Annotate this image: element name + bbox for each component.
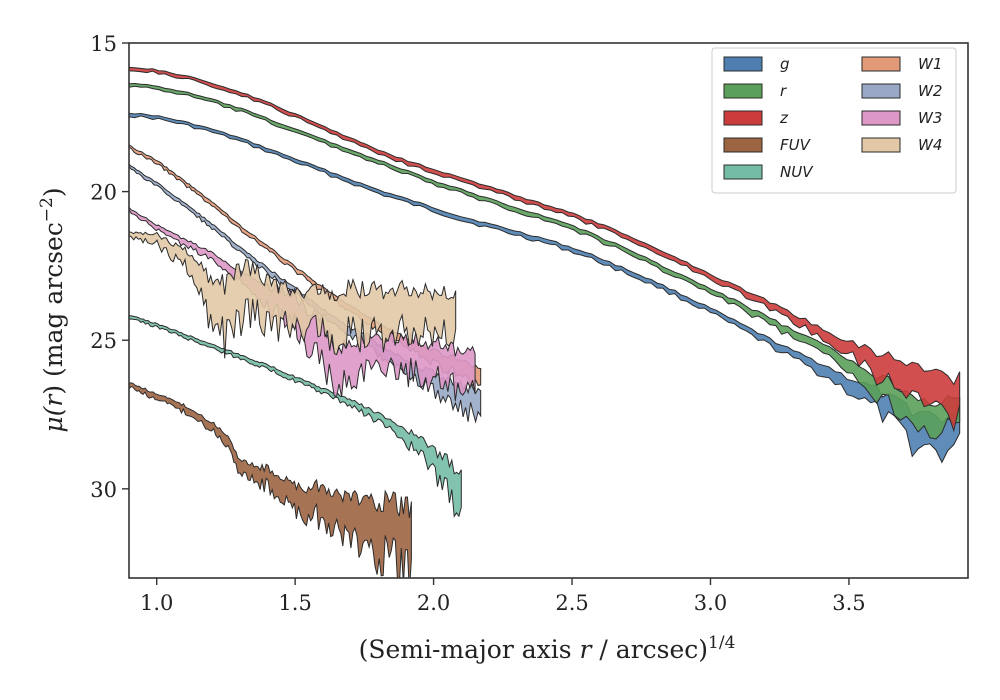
y-axis-label: μ(r) (mag arcsec−2) <box>37 187 68 432</box>
legend: grz FUV NUV W1 W2 W3 W4 <box>711 47 957 194</box>
legend-label-w2: W2 <box>918 82 942 100</box>
legend-label-w3: W3 <box>918 109 942 127</box>
y-tick-label: 30 <box>90 478 117 502</box>
x-tick-label: 2.5 <box>555 591 588 615</box>
x-tick-label: 2.0 <box>417 591 450 615</box>
legend-swatch-g <box>723 56 763 72</box>
y-tick-label: 25 <box>90 329 117 353</box>
axes: 1.0 1.5 2.0 2.5 3.0 3.5 15 20 25 30 <box>90 32 969 615</box>
profile-bands <box>129 66 961 578</box>
legend-label-w1: W1 <box>918 55 942 73</box>
legend-label-g: g <box>780 55 790 73</box>
legend-swatch-w3 <box>861 110 901 126</box>
legend-label-w4: W4 <box>918 136 942 154</box>
band-g <box>129 112 961 464</box>
band-z <box>129 66 961 433</box>
legend-swatch-r <box>723 83 763 99</box>
band-w4 <box>129 231 457 359</box>
plot-frame <box>128 42 969 579</box>
legend-label-fuv: FUV <box>780 136 812 154</box>
band-fuv <box>129 382 412 578</box>
x-tick-label: 3.0 <box>694 591 727 615</box>
legend-label-z: z <box>779 109 789 127</box>
legend-swatch-fuv <box>723 137 763 153</box>
x-axis-label: (Semi-major axis r / arcsec)1/4 <box>359 633 736 664</box>
band-r <box>129 82 961 440</box>
legend-swatch-nuv <box>723 164 763 180</box>
x-tick-label: 3.5 <box>832 591 865 615</box>
legend-swatch-w1 <box>861 56 901 72</box>
y-tick-label: 15 <box>90 32 117 56</box>
band-nuv <box>129 315 462 518</box>
legend-swatch-w4 <box>861 137 901 153</box>
x-tick-label: 1.0 <box>140 591 173 615</box>
x-tick-label: 1.5 <box>278 591 311 615</box>
legend-swatch-w2 <box>861 83 901 99</box>
y-tick-label: 20 <box>90 181 117 205</box>
legend-label-nuv: NUV <box>780 163 814 181</box>
legend-swatch-z <box>723 110 763 126</box>
legend-label-r: r <box>780 82 787 100</box>
